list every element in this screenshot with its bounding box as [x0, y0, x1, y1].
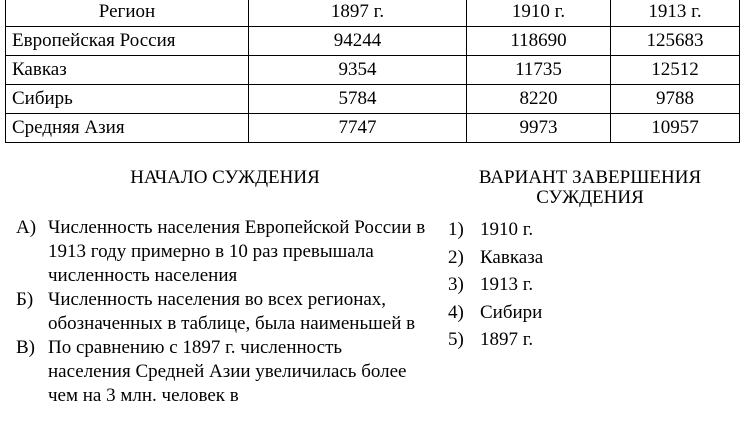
table-cell: Средняя Азия [5, 113, 249, 143]
header-cell: 1897 г. [248, 0, 467, 27]
header-cell: 1913 г. [610, 0, 740, 27]
item-marker: 1) [448, 219, 464, 240]
left-column-title: НАЧАЛО СУЖДЕНИЯ [130, 167, 320, 188]
table-cell: 5784 [248, 84, 467, 114]
item-text: Численность населения во всех регионах, … [48, 289, 416, 334]
table-cell: Европейская Россия [5, 26, 249, 56]
table-cell: 11735 [466, 55, 611, 85]
list-item: Б) Численность населения во всех регионах… [16, 288, 426, 336]
item-marker: Б) [16, 289, 34, 310]
table-row: Средняя Азия 7747 9973 10957 [5, 113, 740, 143]
item-text: 1913 г. [480, 274, 534, 295]
item-text: Кавказа [480, 246, 544, 268]
table-cell: 125683 [610, 26, 740, 56]
judgement-start-list: А) Численность населения Европейской Росс… [16, 216, 426, 408]
item-text: 1897 г. [480, 329, 534, 350]
item-marker: А) [16, 217, 37, 238]
list-item: 4) Сибири [448, 299, 728, 327]
list-item: 5) 1897 г. [448, 326, 728, 354]
table-header-row: Регион 1897 г. 1910 г. 1913 г. [5, 0, 740, 27]
completion-options-list: 1) 1910 г. 2) Кавказа 3) 1913 г. 4) Сибири 5) 189… [448, 216, 728, 354]
population-table: Регион 1897 г. 1910 г. 1913 г. Европейск… [5, 0, 740, 143]
table-cell: 7747 [248, 113, 467, 143]
header-cell: Регион [5, 0, 249, 27]
table-cell: 8220 [466, 84, 611, 114]
item-marker: 5) [448, 329, 464, 350]
list-item: В) По сравнению с 1897 г. численность нас… [16, 336, 426, 408]
header-cell: 1910 г. [466, 0, 611, 27]
table-row: Сибирь 5784 8220 9788 [5, 84, 740, 114]
item-marker: В) [16, 337, 35, 358]
item-marker: 3) [448, 274, 464, 295]
table-cell: 10957 [610, 113, 740, 143]
table-cell: 9354 [248, 55, 467, 85]
table-row: Кавказ 9354 11735 12512 [5, 55, 740, 85]
table-cell: 9788 [610, 84, 740, 114]
item-marker: 2) [448, 246, 464, 268]
table-cell: Сибирь [5, 84, 249, 114]
list-item: 1) 1910 г. [448, 216, 728, 244]
item-text: Численность населения Европейской России… [48, 217, 426, 286]
table-cell: 12512 [610, 55, 740, 85]
item-marker: 4) [448, 301, 464, 323]
table-cell: 94244 [248, 26, 467, 56]
item-text: По сравнению с 1897 г. численность насел… [48, 337, 407, 406]
list-item: 3) 1913 г. [448, 271, 728, 299]
item-text: Сибири [480, 301, 543, 323]
table-cell: 9973 [466, 113, 611, 143]
table-row: Европейская Россия 94244 118690 125683 [5, 26, 740, 56]
table-cell: 118690 [466, 26, 611, 56]
list-item: 2) Кавказа [448, 244, 728, 272]
item-text: 1910 г. [480, 219, 534, 240]
right-column-title: ВАРИАНТ ЗАВЕРШЕНИЯ СУЖДЕНИЯ [478, 167, 702, 208]
list-item: А) Численность населения Европейской Росс… [16, 216, 426, 288]
table-cell: Кавказ [5, 55, 249, 85]
